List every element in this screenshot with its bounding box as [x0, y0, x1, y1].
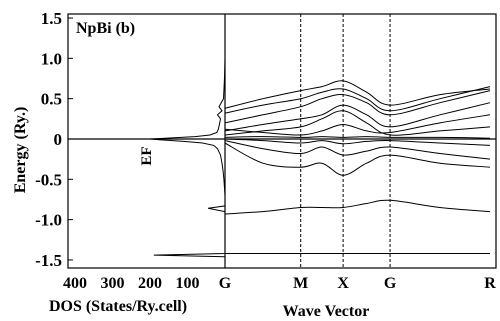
dos-tick-label: 300 — [101, 275, 125, 292]
dos-axis-title: DOS (States/Ry.cell) — [49, 298, 187, 315]
band-line-11 — [224, 80, 491, 109]
band-line-10 — [224, 86, 491, 114]
band-lines-layer — [68, 14, 496, 268]
band-line-3 — [224, 142, 491, 176]
band-axis-title: Wave Vector — [283, 303, 370, 320]
y-tick-label: -1.5 — [35, 251, 62, 270]
y-tick-label: 1.0 — [41, 49, 62, 68]
panel-label: NpBi (b) — [76, 20, 135, 37]
fermi-label: EF — [139, 146, 155, 165]
band-line-4 — [224, 140, 491, 160]
band-line-12 — [224, 114, 491, 136]
dos-curve-1 — [149, 18, 226, 260]
dos-curve-layer — [149, 18, 226, 260]
y-tick-label: -0.5 — [35, 170, 62, 189]
y-tick-label: 0.5 — [41, 90, 62, 109]
kpoint-label: G — [219, 275, 232, 292]
band-line-6 — [224, 136, 491, 139]
dos-tick-label: 400 — [63, 275, 87, 292]
y-ticks-layer: 1.5 1.0 0.5 0 -0.5 -1.0 -1.5 — [35, 9, 73, 270]
kpoint-label: M — [293, 275, 308, 292]
y-tick-label: 1.5 — [41, 9, 62, 28]
y-axis-title: Energy (Ry.) — [12, 107, 29, 194]
band-line-9 — [224, 90, 491, 124]
dos-tick-label: 200 — [138, 275, 162, 292]
kpoint-label: G — [384, 275, 397, 292]
band-line-8 — [224, 102, 491, 132]
y-tick-label: -1.0 — [35, 211, 62, 230]
x-ticks-layer: 400 300 200 100 G M X G R — [63, 275, 496, 292]
band-line-2 — [224, 199, 491, 215]
kpoint-label: R — [484, 275, 496, 292]
kpoint-label: X — [337, 275, 349, 292]
dos-tick-label: 100 — [176, 275, 200, 292]
y-tick-label: 0 — [54, 130, 63, 149]
band-line-5 — [224, 138, 491, 146]
plot-frame — [67, 13, 497, 269]
band-line-7 — [224, 110, 491, 136]
